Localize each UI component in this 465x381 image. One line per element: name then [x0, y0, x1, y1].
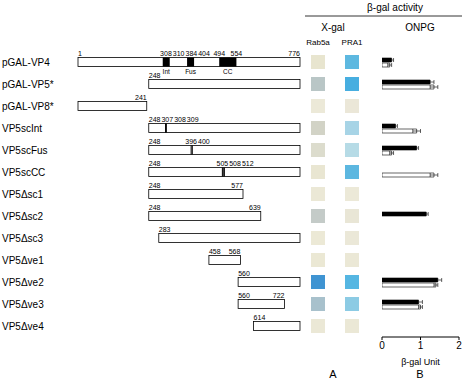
svg-text:722: 722 — [273, 292, 285, 299]
svg-text:Fus: Fus — [185, 68, 197, 75]
svg-text:A: A — [329, 368, 337, 380]
svg-text:β-gal Unit: β-gal Unit — [401, 357, 440, 367]
svg-text:494: 494 — [213, 50, 225, 57]
svg-text:VP5Δve4: VP5Δve4 — [2, 321, 44, 332]
svg-text:241: 241 — [135, 94, 147, 101]
svg-text:248: 248 — [149, 160, 161, 167]
svg-text:560: 560 — [238, 270, 250, 277]
svg-text:776: 776 — [288, 50, 300, 57]
svg-text:283: 283 — [159, 226, 171, 233]
svg-text:248: 248 — [149, 182, 161, 189]
svg-text:VP5Δve2: VP5Δve2 — [2, 277, 44, 288]
svg-text:0: 0 — [379, 340, 385, 351]
svg-text:VP5scFus: VP5scFus — [2, 145, 48, 156]
svg-text:β-gal activity: β-gal activity — [367, 2, 423, 13]
svg-text:B: B — [416, 368, 423, 380]
svg-text:568: 568 — [229, 248, 241, 255]
svg-text:VP5Δve3: VP5Δve3 — [2, 299, 44, 310]
svg-text:PRA1: PRA1 — [342, 38, 363, 47]
svg-text:554: 554 — [231, 50, 243, 57]
svg-text:400: 400 — [198, 138, 210, 145]
svg-text:VP5scInt: VP5scInt — [2, 123, 42, 134]
svg-text:308: 308 — [160, 50, 172, 57]
svg-text:512: 512 — [242, 160, 254, 167]
svg-text:VP5Δsc3: VP5Δsc3 — [2, 233, 44, 244]
svg-text:ONPG: ONPG — [405, 22, 435, 33]
svg-text:310: 310 — [173, 50, 185, 57]
svg-text:pGAL-VP8*: pGAL-VP8* — [2, 101, 54, 112]
svg-text:396: 396 — [185, 138, 197, 145]
svg-text:pGAL-VP4: pGAL-VP4 — [2, 57, 50, 68]
svg-text:1: 1 — [418, 340, 424, 351]
svg-text:Rab5a: Rab5a — [306, 38, 330, 47]
svg-text:VP5Δsc1: VP5Δsc1 — [2, 189, 44, 200]
svg-text:248: 248 — [149, 138, 161, 145]
svg-text:VP5Δve1: VP5Δve1 — [2, 255, 44, 266]
svg-text:307: 307 — [161, 116, 173, 123]
svg-text:248: 248 — [149, 204, 161, 211]
svg-text:309: 309 — [187, 116, 199, 123]
svg-text:VP5scCC: VP5scCC — [2, 167, 45, 178]
svg-text:248: 248 — [149, 116, 161, 123]
svg-text:639: 639 — [249, 204, 261, 211]
svg-text:308: 308 — [174, 116, 186, 123]
svg-text:508: 508 — [229, 160, 241, 167]
svg-text:577: 577 — [231, 182, 243, 189]
svg-text:X-gal: X-gal — [321, 22, 344, 33]
svg-text:CC: CC — [223, 68, 233, 75]
svg-text:384: 384 — [185, 50, 197, 57]
svg-text:505: 505 — [217, 160, 229, 167]
svg-text:Int: Int — [163, 68, 170, 75]
svg-text:VP5Δsc2: VP5Δsc2 — [2, 211, 44, 222]
svg-text:2: 2 — [456, 340, 462, 351]
svg-text:614: 614 — [254, 314, 266, 321]
svg-text:1: 1 — [78, 50, 82, 57]
svg-text:pGAL-VP5*: pGAL-VP5* — [2, 79, 54, 90]
svg-text:404: 404 — [198, 50, 210, 57]
svg-text:458: 458 — [209, 248, 221, 255]
svg-text:560: 560 — [238, 292, 250, 299]
svg-text:248: 248 — [149, 72, 161, 79]
